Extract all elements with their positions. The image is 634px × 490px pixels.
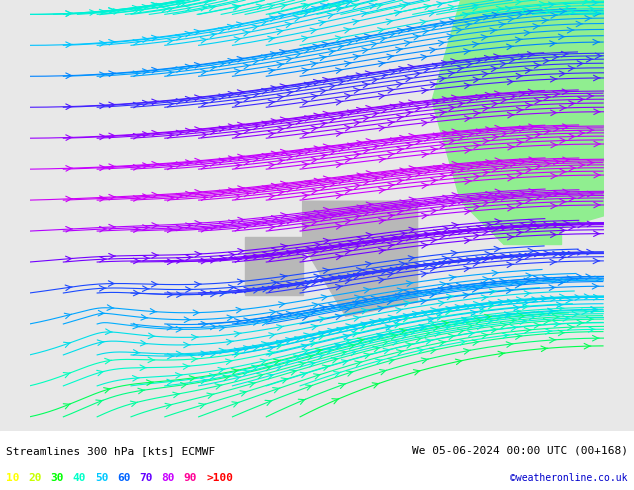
Text: 20: 20 [29,473,42,483]
Text: 10: 10 [6,473,20,483]
Text: 80: 80 [162,473,175,483]
Polygon shape [245,237,302,294]
Text: 70: 70 [139,473,153,483]
Polygon shape [302,201,418,316]
Text: Streamlines 300 hPa [kts] ECMWF: Streamlines 300 hPa [kts] ECMWF [6,446,216,456]
Text: 90: 90 [184,473,197,483]
Text: We 05-06-2024 00:00 UTC (00+168): We 05-06-2024 00:00 UTC (00+168) [411,446,628,456]
Text: ©weatheronline.co.uk: ©weatheronline.co.uk [510,473,628,483]
Text: 50: 50 [95,473,108,483]
Text: 40: 40 [73,473,86,483]
Polygon shape [432,0,604,245]
Text: 30: 30 [51,473,64,483]
Polygon shape [504,216,561,245]
Text: >100: >100 [206,473,233,483]
Text: 60: 60 [117,473,131,483]
